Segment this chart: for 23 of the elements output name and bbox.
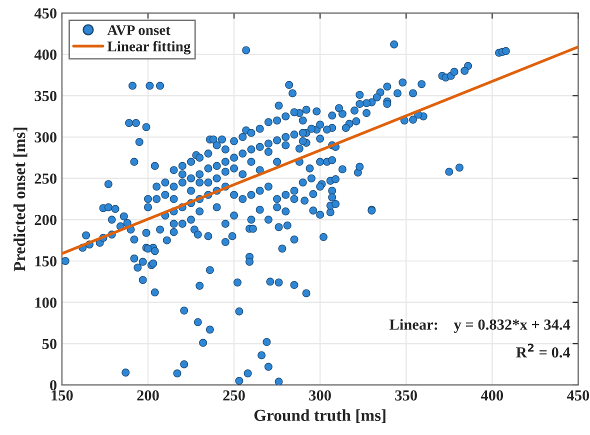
annotation: Linear: y = 0.832*x + 34.4 bbox=[390, 319, 570, 333]
y-tick-label: 100 bbox=[35, 297, 57, 308]
y-tick-label: 200 bbox=[34, 214, 57, 226]
x-tick-label: 150 bbox=[52, 390, 73, 401]
y-tick-label: 250 bbox=[34, 173, 57, 184]
y-tick-label: 50 bbox=[42, 338, 57, 350]
x-axis-title: Ground truth [ms] bbox=[254, 409, 386, 424]
x-tick-label: 400 bbox=[480, 390, 504, 401]
x-tick-label: 350 bbox=[395, 390, 417, 401]
x-tick-label: 300 bbox=[309, 390, 331, 401]
x-tick-label: 200 bbox=[137, 390, 159, 401]
y-tick-label: 0 bbox=[50, 380, 57, 390]
x-tick-label: 250 bbox=[223, 390, 245, 401]
y-tick-label: 450 bbox=[34, 8, 57, 18]
y-tick-label: 350 bbox=[34, 90, 57, 102]
legend-label: Linear fitting bbox=[107, 40, 191, 54]
x-tick-label: 450 bbox=[566, 390, 590, 401]
legend-label: AVP onset bbox=[107, 25, 170, 36]
y-axis-title: Predicted onset [ms] bbox=[14, 128, 28, 272]
y-tick-label: 150 bbox=[35, 256, 57, 266]
y-tick-label: 400 bbox=[34, 50, 57, 60]
annotation: R$^{2}$ = 0.4 bbox=[516, 344, 570, 358]
y-tick-label: 300 bbox=[34, 132, 57, 142]
